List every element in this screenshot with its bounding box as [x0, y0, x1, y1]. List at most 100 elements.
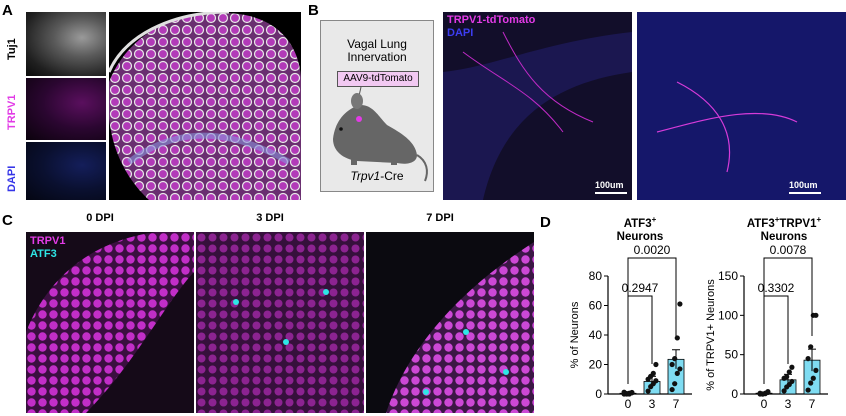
chart1-data-point	[629, 390, 635, 396]
panel-label-d: D	[540, 214, 551, 231]
chart1-data-point	[653, 378, 659, 384]
scalebar-1-label: 100um	[595, 180, 624, 190]
chart1-significance-bracket	[627, 295, 653, 376]
chart2-data-point	[789, 378, 795, 385]
chart2-title: ATF3+TRPV1+ Neurons	[722, 213, 846, 244]
lung-image-1: TRPV1-tdTomato DAPI 100um	[443, 12, 632, 200]
ganglion-7dpi-image	[366, 232, 534, 413]
chart1-title-line1: ATF3	[623, 217, 652, 230]
ganglion-7dpi-svg	[386, 242, 534, 413]
chart2-significance-bracket	[763, 257, 813, 384]
tuj1-thumbnail	[26, 12, 106, 76]
chart1-y-tick-label: 40	[589, 328, 603, 342]
chart2-title-sup1: +	[774, 215, 780, 224]
chart1-title-sup: +	[651, 215, 657, 224]
chart1-data-point	[645, 388, 651, 394]
chart1-data-point	[653, 361, 659, 368]
chart1-data-point	[677, 366, 683, 372]
schematic-box: Vagal Lung Innervation AAV9-tdTomato Trp…	[320, 20, 434, 192]
chart2-x-tick-label: 7	[809, 397, 816, 411]
dapi-thumbnail	[26, 142, 106, 200]
channel-label-trpv1: TRPV1	[6, 94, 18, 130]
chart1-y-tick-label: 60	[589, 299, 603, 313]
chart2-title-line2: Neurons	[760, 230, 808, 243]
panel-label-c: C	[2, 212, 13, 229]
chart1-y-tick-label: 20	[589, 358, 603, 372]
chart2-x-tick-label: 0	[761, 397, 768, 411]
chart2-p-value: 0.3302	[758, 281, 795, 295]
lung-image-1-svg	[443, 12, 632, 200]
chart1-data-point	[669, 361, 675, 368]
scalebar-2-label: 100um	[789, 180, 818, 190]
chart1-significance-bracket	[627, 257, 677, 384]
chart2-p-value: 0.0078	[770, 243, 807, 257]
chart1-title-line2: Neurons	[616, 230, 664, 243]
chart1-data-point	[650, 370, 656, 376]
chart2-y-tick-label: 50	[725, 348, 739, 362]
chart1-y-tick-label: 0	[595, 387, 602, 401]
ganglion-3dpi-image	[196, 232, 364, 413]
chart1-p-value: 0.0020	[634, 243, 671, 257]
chart1-x-tick-label: 7	[673, 397, 680, 411]
chart1-x-tick-label: 0	[625, 397, 632, 411]
ganglion-merged-image	[109, 12, 301, 200]
chart1-data-point	[677, 301, 683, 307]
dpi-label-7: 7 DPI	[426, 212, 454, 224]
schematic-title-1: Vagal Lung	[347, 37, 407, 51]
chart2-significance-bracket	[763, 295, 789, 376]
legend-dapi: DAPI	[447, 27, 474, 39]
chart2-title-mid: TRPV1	[779, 217, 817, 230]
chart1-data-point	[669, 386, 675, 393]
chart1-p-value: 0.2947	[622, 281, 659, 295]
chart1-data-point	[672, 381, 678, 387]
legend-trpv1: TRPV1	[30, 235, 66, 247]
chart2-y-tick-label: 150	[718, 269, 738, 283]
scalebar-2	[789, 192, 821, 194]
mouse-line-suffix: -Cre	[380, 169, 404, 183]
ganglion-3dpi-svg	[196, 232, 364, 413]
mouse-line-gene: Trpv1	[350, 169, 381, 183]
atf3-neurons-chart: 0 20 40 60 80 % of Neurons 0 3 7 0.2947 0.0020	[569, 243, 692, 411]
chart2-title-sup2: +	[816, 215, 822, 224]
legend-tdtomato: TRPV1-tdTomato	[447, 14, 536, 26]
mouse-illustration	[333, 86, 428, 182]
channel-label-dapi: DAPI	[6, 165, 18, 192]
chart2-data-point	[765, 389, 771, 395]
chart2-y-tick-label: 100	[718, 308, 738, 322]
scalebar-1	[595, 192, 627, 194]
chart1-y-axis-label: % of Neurons	[569, 301, 581, 368]
chart1-data-point	[674, 335, 680, 341]
chart2-data-point	[805, 356, 811, 362]
chart1-x-tick-label: 3	[649, 397, 656, 411]
chart1-y-tick-label: 80	[589, 269, 603, 283]
channel-label-tuj1: Tuj1	[6, 38, 18, 60]
chart1-data-point	[672, 356, 678, 362]
chart2-data-point	[808, 344, 814, 350]
chart2-data-point	[805, 387, 811, 393]
chart2-data-point	[789, 364, 795, 370]
chart2-y-tick-label: 0	[731, 387, 738, 401]
chart2-data-point	[813, 312, 819, 318]
chart2-title-line1: ATF3	[746, 217, 775, 230]
lung-image-2: 100um	[637, 12, 846, 200]
chart2-data-point	[784, 374, 790, 380]
trpv1-thumbnail	[26, 78, 106, 140]
dpi-label-0: 0 DPI	[86, 212, 114, 224]
virus-label: AAV9-tdTomato	[337, 71, 419, 87]
dpi-label-3: 3 DPI	[256, 212, 284, 224]
chart2-y-axis-label: % of TRPV1+ Neurons	[705, 279, 717, 391]
mouse-line-label: Trpv1-Cre	[321, 169, 433, 183]
chart2-data-point	[813, 367, 819, 373]
legend-atf3: ATF3	[30, 248, 57, 260]
lung-image-2-svg	[637, 12, 846, 200]
schematic-title-2: Innervation	[347, 50, 407, 64]
ganglion-merged-svg	[109, 12, 301, 200]
chart1-title: ATF3+ Neurons	[590, 213, 690, 244]
chart2-data-point	[808, 380, 814, 386]
panel-label-b: B	[308, 2, 319, 19]
ganglion-0dpi-svg	[26, 232, 194, 413]
ganglion-0dpi-image: TRPV1 ATF3	[26, 232, 194, 413]
chart2-x-tick-label: 3	[785, 397, 792, 411]
panel-label-a: A	[2, 2, 13, 19]
chart2-data-point	[786, 369, 792, 375]
